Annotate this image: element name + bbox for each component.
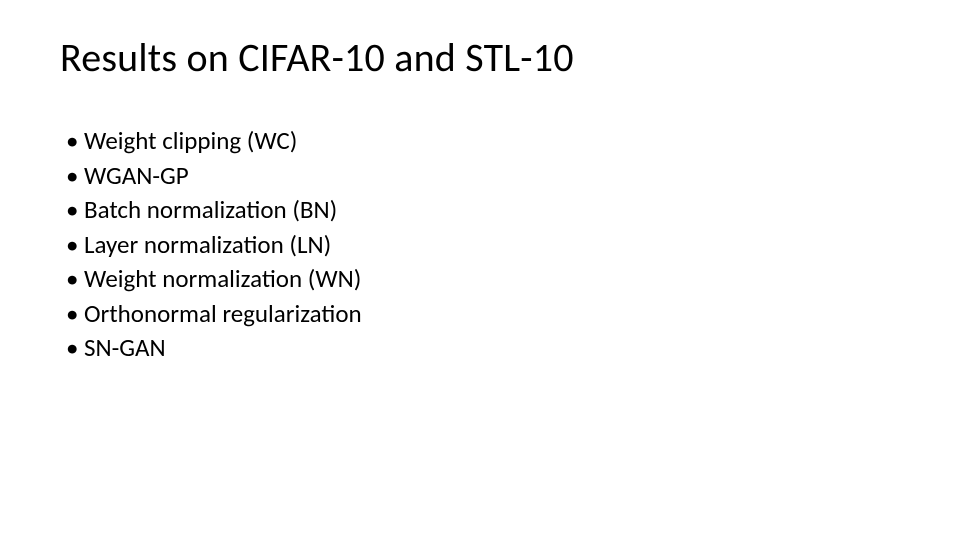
bullet-list: Weight clipping (WC) WGAN-GP Batch norma… <box>60 124 900 366</box>
list-item: WGAN-GP <box>66 159 900 194</box>
list-item: Weight clipping (WC) <box>66 124 900 159</box>
slide: Results on CIFAR-10 and STL-10 Weight cl… <box>0 0 960 540</box>
list-item: Orthonormal regularization <box>66 297 900 332</box>
list-item: SN-GAN <box>66 331 900 366</box>
list-item: Batch normalization (BN) <box>66 193 900 228</box>
slide-title: Results on CIFAR-10 and STL-10 <box>60 36 900 80</box>
list-item: Layer normalization (LN) <box>66 228 900 263</box>
list-item: Weight normalization (WN) <box>66 262 900 297</box>
